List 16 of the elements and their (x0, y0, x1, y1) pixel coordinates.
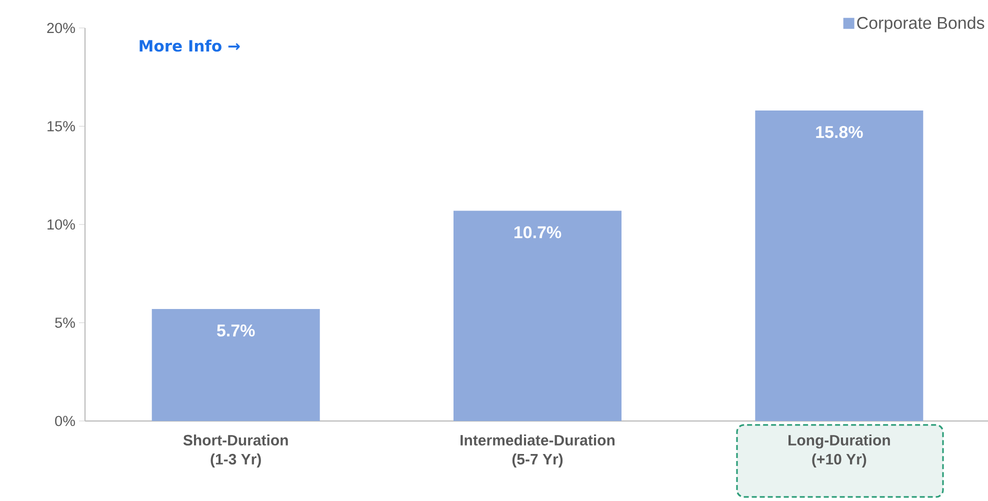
y-tick-label: 0% (55, 416, 75, 426)
data-label: 10.7% (514, 226, 562, 238)
data-label: 15.8% (816, 126, 863, 138)
y-tick-label: 10% (48, 219, 75, 230)
y-tick-label: 5% (55, 318, 75, 328)
x-tick-label: Short-Duration (1-3 Yr) (183, 434, 288, 468)
bar (755, 110, 924, 421)
bar (152, 308, 320, 421)
bar (454, 210, 622, 421)
data-label: 5.7% (216, 324, 255, 336)
x-tick-label: Long-Duration (+10 Yr) (788, 434, 890, 468)
y-tick-label: 20% (47, 22, 75, 34)
legend-label: Corporate Bonds (857, 16, 984, 32)
y-tick-label: 15% (48, 121, 75, 132)
annotation: More Info → (140, 40, 240, 52)
x-tick-label: Intermediate-Duration (5-7 Yr) (460, 434, 614, 468)
